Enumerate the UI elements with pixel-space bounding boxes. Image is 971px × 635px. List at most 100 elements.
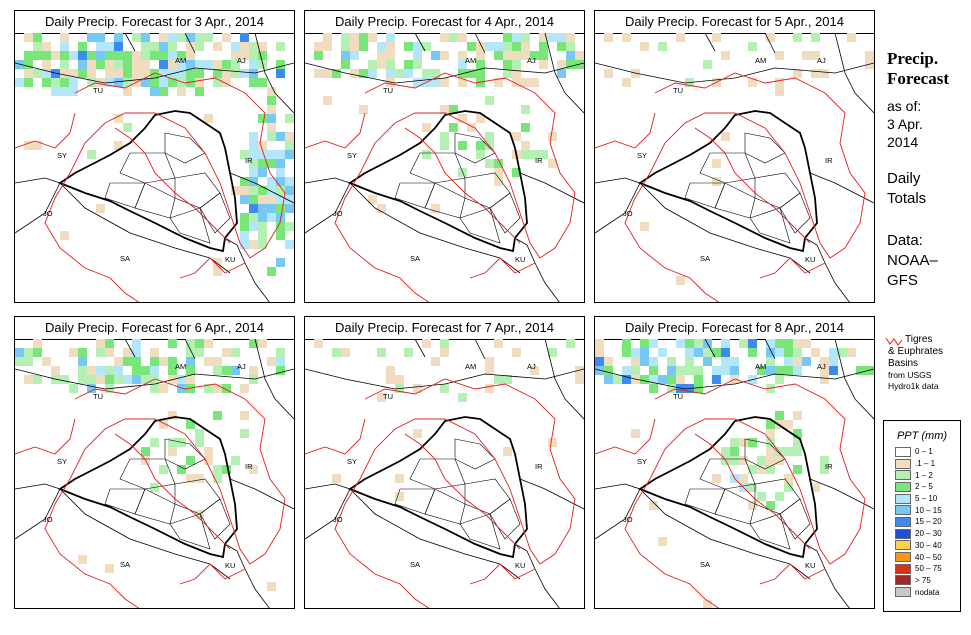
country-label: SA [120, 560, 130, 569]
basin-line [404, 433, 521, 550]
basin-legend-line5: Hydro1k data [888, 381, 939, 391]
precip-cell [476, 51, 485, 60]
precip-cell [359, 33, 368, 42]
precip-cell [33, 51, 42, 60]
country-label: AJ [237, 362, 246, 371]
precip-cell [195, 438, 204, 447]
precip-cell [159, 87, 168, 96]
precip-cell [276, 69, 285, 78]
ppt-legend-item: > 75 [895, 575, 960, 587]
precip-cell [96, 339, 105, 348]
ppt-legend-item: 1 – 2 [895, 469, 960, 481]
precip-cell [485, 366, 494, 375]
precip-cell [204, 33, 213, 42]
panel-title: Daily Precip. Forecast for 8 Apr., 2014 [595, 317, 874, 340]
precip-cell [595, 339, 604, 348]
precip-cell [114, 60, 123, 69]
precip-cell [350, 69, 359, 78]
precip-cell [267, 96, 276, 105]
asof-date-line1: 3 Apr. [887, 116, 923, 132]
province-border [744, 438, 786, 470]
precip-cell [512, 42, 521, 51]
basin-line [305, 418, 366, 455]
precip-cell [96, 348, 105, 357]
precip-cell [775, 375, 784, 384]
precip-cell [440, 51, 449, 60]
precip-cell [24, 348, 33, 357]
precip-cell [694, 366, 703, 375]
precip-cell [285, 186, 294, 195]
forecast-panel-day3: Daily Precip. Forecast for 5 Apr., 2014 … [594, 10, 875, 303]
country-label: AJ [817, 56, 826, 65]
country-label: JO [623, 209, 633, 218]
precip-cell [703, 357, 712, 366]
precip-cell [458, 114, 467, 123]
precip-cell [159, 357, 168, 366]
country-label: AJ [527, 56, 536, 65]
precip-cell [231, 60, 240, 69]
precip-cell [721, 348, 730, 357]
precip-cell [748, 465, 757, 474]
country-label: SY [637, 457, 647, 466]
precip-cell [114, 141, 123, 150]
precip-cell [640, 42, 649, 51]
precip-cell [539, 33, 548, 42]
country-label: SY [347, 151, 357, 160]
province-border [174, 172, 221, 209]
precip-cell [694, 339, 703, 348]
precip-cells [15, 33, 294, 276]
precip-cell [222, 348, 231, 357]
country-label: AJ [237, 56, 246, 65]
precip-cell [793, 411, 802, 420]
precip-cell [141, 60, 150, 69]
precip-cell [640, 339, 649, 348]
precip-cell [485, 159, 494, 168]
basin-legend-line4: from USGS [888, 370, 932, 380]
precip-cell [377, 51, 386, 60]
province-border [779, 498, 811, 540]
precip-cell [159, 78, 168, 87]
country-label: SY [637, 151, 647, 160]
precip-cell [258, 78, 267, 87]
panel-title: Daily Precip. Forecast for 3 Apr., 2014 [15, 11, 294, 34]
precip-cell [213, 258, 222, 267]
precip-cell [276, 231, 285, 240]
precip-cell [231, 51, 240, 60]
country-border [519, 478, 584, 510]
precip-cell [332, 474, 341, 483]
precip-cell [566, 33, 575, 42]
forecast-panel-day6: Daily Precip. Forecast for 8 Apr., 2014 … [594, 316, 875, 609]
province-border [169, 513, 211, 550]
precip-cell [667, 375, 676, 384]
precip-cell [69, 69, 78, 78]
precip-cell [186, 456, 195, 465]
precip-cell [485, 96, 494, 105]
precip-cell [150, 78, 159, 87]
precip-cell [141, 78, 150, 87]
basin-outline [595, 72, 866, 302]
precip-cell [150, 384, 159, 393]
precip-cell [96, 375, 105, 384]
precip-cell [240, 51, 249, 60]
precip-cell [213, 357, 222, 366]
precip-cell [503, 69, 512, 78]
precip-cell [222, 33, 231, 42]
province-border [464, 478, 511, 515]
precip-cell [285, 141, 294, 150]
precip-cell [60, 69, 69, 78]
precip-cell [332, 348, 341, 357]
ppt-legend-item: 30 – 40 [895, 540, 960, 552]
ppt-legend-label: 30 – 40 [915, 540, 942, 550]
precip-map: AM AJ TU SY IR JO SA KU [15, 33, 294, 302]
precip-cell [368, 60, 377, 69]
precip-cell [186, 60, 195, 69]
precip-cell [258, 150, 267, 159]
precip-cell [267, 213, 276, 222]
precip-cell [15, 348, 24, 357]
precip-cell [258, 186, 267, 195]
province-border [424, 488, 466, 525]
precip-cell [766, 438, 775, 447]
precip-cell [793, 69, 802, 78]
precip-cell [784, 366, 793, 375]
province-border [489, 192, 521, 234]
